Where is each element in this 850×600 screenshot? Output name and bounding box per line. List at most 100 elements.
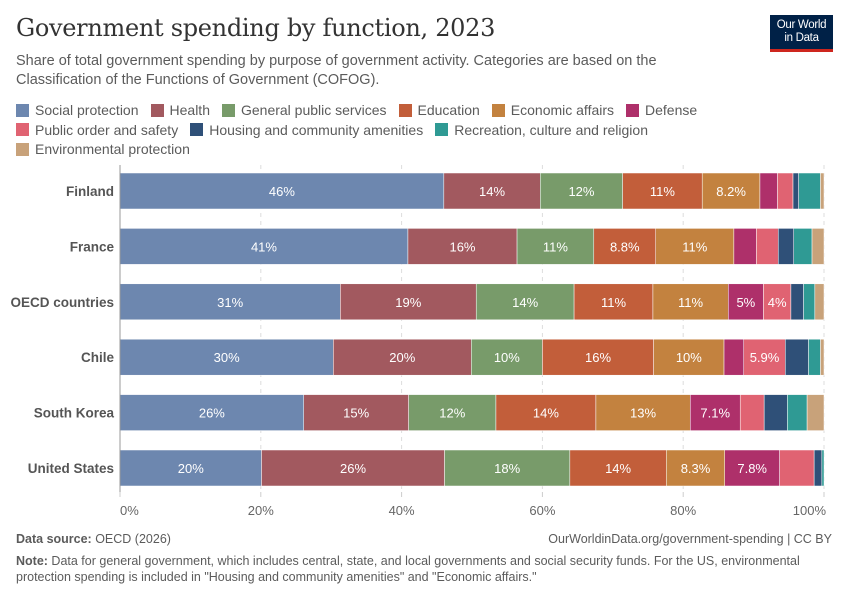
data-label: 20% [178,461,204,476]
legend-label: General public services [240,102,387,118]
bar-segment-social-protection[interactable] [119,338,334,376]
data-label: 10% [494,350,520,365]
bar-segment-housing-and-community-amenities[interactable] [792,172,799,210]
bar-segment-environmental-protection[interactable] [814,283,825,321]
legend-item-defense[interactable]: Defense [626,101,697,119]
bar-segment-health[interactable] [333,338,472,376]
bar-segment-defense[interactable] [689,394,741,431]
legend-item-housing-and-community-amenities[interactable]: Housing and community amenities [190,121,423,139]
bar-segment-recreation-culture-and-religion[interactable] [798,172,821,210]
bar-segment-economic-affairs[interactable] [595,394,691,431]
bar-segment-economic-affairs[interactable] [666,449,725,487]
bar-segment-defense[interactable] [733,228,757,265]
legend-item-social-protection[interactable]: Social protection [16,101,139,119]
bar-segment-general-public-services[interactable] [540,172,623,210]
legend-item-environmental-protection[interactable]: Environmental protection [16,140,190,158]
bar-segment-defense[interactable] [728,283,764,321]
bar-segment-social-protection[interactable] [119,394,304,431]
bar-segment-environmental-protection[interactable] [811,228,825,265]
category-label: France [70,239,115,254]
bar-segment-economic-affairs[interactable] [701,172,761,210]
bar-segment-recreation-culture-and-religion[interactable] [821,449,825,487]
chart-url-license[interactable]: OurWorldinData.org/government-spending |… [548,532,832,546]
legend-label: Public order and safety [35,121,179,138]
note-label: Note: [16,554,48,568]
legend-item-health[interactable]: Health [150,101,210,119]
bar-segment-recreation-culture-and-religion[interactable] [793,228,813,265]
gridlines [260,165,825,492]
bar-segment-general-public-services[interactable] [471,338,543,376]
data-label: 15% [343,406,369,421]
bar-segment-general-public-services[interactable] [475,283,575,321]
data-label: 16% [449,239,475,254]
bar-segment-economic-affairs[interactable] [653,338,725,376]
bar-segment-social-protection[interactable] [119,172,445,210]
data-label: 5% [736,295,755,310]
legend-item-general-public-services[interactable]: General public services [221,101,387,119]
bar-segment-environmental-protection[interactable] [820,172,825,210]
bar-segment-education[interactable] [495,394,597,431]
bar-segment-housing-and-community-amenities[interactable] [790,283,804,321]
owid-logo[interactable]: Our World in Data [770,15,833,52]
legend-label: Defense [645,102,698,118]
bar-segment-defense[interactable] [723,338,744,376]
data-label: 13% [630,406,656,421]
bar-row-oecd-countries[interactable]: 31% 19% 14% 11% 11% 5% 4% [119,283,825,321]
bar-row-finland[interactable]: 46% 14% 12% 11% 8.2% [119,172,825,210]
bar-segment-recreation-culture-and-religion[interactable] [808,338,821,376]
bar-segment-public-order-and-safety[interactable] [756,228,779,265]
bar-segment-economic-affairs[interactable] [655,228,735,265]
bar-row-south-korea[interactable]: 26% 15% 12% 14% 13% 7.1% [119,394,825,431]
bar-segment-defense[interactable] [759,172,778,210]
legend-item-economic-affairs[interactable]: Economic affairs [491,101,614,119]
bar-segment-social-protection[interactable] [119,449,262,487]
x-tick-label: 20% [248,503,274,518]
data-label: 41% [251,239,277,254]
logo-line-2: in Data [784,32,819,44]
legend-item-education[interactable]: Education [398,101,480,119]
bar-segment-public-order-and-safety[interactable] [739,394,765,431]
legend-swatch [190,123,204,136]
bar-segment-recreation-culture-and-religion[interactable] [803,283,816,321]
bar-segment-education[interactable] [542,338,654,376]
legend-label: Social protection [35,102,139,118]
bar-segment-housing-and-community-amenities[interactable] [763,394,788,431]
bar-segment-public-order-and-safety[interactable] [779,449,815,487]
bar-segment-health[interactable] [303,394,409,431]
bar-segment-housing-and-community-amenities[interactable] [777,228,794,265]
bar-segment-health[interactable] [261,449,445,487]
bar-segment-economic-affairs[interactable] [652,283,729,321]
data-label: 11% [678,295,703,310]
bar-segment-environmental-protection[interactable] [806,394,825,431]
bar-segment-recreation-culture-and-religion[interactable] [787,394,808,431]
category-label: Finland [66,184,114,199]
bar-segment-health[interactable] [443,172,541,210]
data-label: 11% [682,239,707,254]
bar-segment-social-protection[interactable] [119,283,341,321]
bar-segment-education[interactable] [593,228,656,265]
legend-label: Recreation, culture and religion [454,121,648,138]
data-label: 14% [512,295,538,310]
y-axis-labels: Finland France OECD countries Chile South Ko… [10,184,114,476]
bar-segment-public-order-and-safety[interactable] [777,172,794,210]
bar-segment-education[interactable] [622,172,703,210]
legend-item-public-order-and-safety[interactable]: Public order and safety [16,121,178,139]
legend-swatch [491,103,505,117]
bar-segment-education[interactable] [569,449,667,487]
bar-row-france[interactable]: 41% 16% 11% 8.8% 11% [119,228,825,265]
legend-swatch [16,123,29,136]
bar-segment-housing-and-community-amenities[interactable] [813,449,823,487]
bar-segment-health[interactable] [340,283,477,321]
legend-item-recreation-culture-and-religion[interactable]: Recreation, culture and religion [435,121,648,139]
data-label: 14% [533,406,559,421]
bar-row-united-states[interactable]: 20% 26% 18% 14% 8.3% 7.8% [119,449,825,487]
bar-segment-health[interactable] [407,228,518,265]
bar-row-chile[interactable]: 30% 20% 10% 16% 10% 5.9% [119,338,825,376]
bar-segment-environmental-protection[interactable] [820,338,825,376]
data-source-link[interactable]: OECD (2026) [91,532,171,546]
data-label: 14% [605,461,631,476]
data-label: 8.3% [681,461,711,476]
bar-segment-housing-and-community-amenities[interactable] [785,338,809,376]
bar-rows: 46% 14% 12% 11% 8.2% 41% 16% 11% 8.8% 11% 31% 19% 14… [119,172,825,487]
bar-segment-defense[interactable] [724,449,780,487]
